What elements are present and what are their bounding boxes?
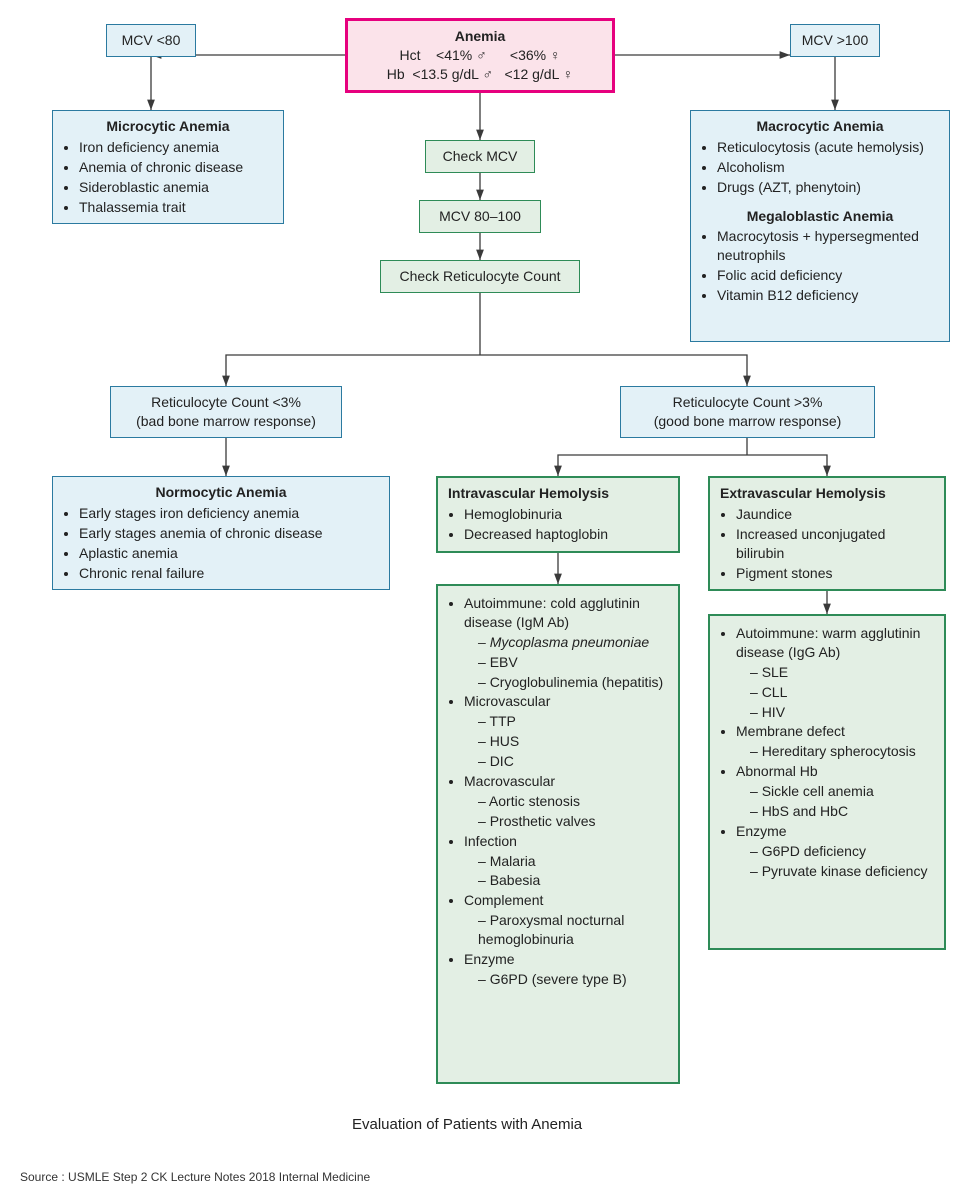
mcv-high-label: MCV >100 [802, 32, 869, 48]
retic-low-line2: (bad bone marrow response) [121, 412, 331, 431]
list-item: CLL [750, 683, 934, 702]
list-item: Iron deficiency anemia [79, 138, 273, 157]
list-item: Pigment stones [736, 564, 934, 583]
anemia-line1: Hct <41% ♂ <36% ♀ [358, 46, 602, 65]
extra-detail-list: Autoimmune: warm agglutinin disease (IgG… [720, 624, 934, 881]
megalo-list: Macrocytosis + hypersegmented neutrophil… [701, 227, 939, 305]
list-item: Chronic renal failure [79, 564, 379, 583]
list-item: Decreased haptoglobin [464, 525, 668, 544]
node-normocytic: Normocytic Anemia Early stages iron defi… [52, 476, 390, 590]
edge [558, 455, 747, 476]
normo-title: Normocytic Anemia [63, 483, 379, 502]
retic-high-line2: (good bone marrow response) [631, 412, 864, 431]
list-item: Folic acid deficiency [717, 266, 939, 285]
node-mcv-mid: MCV 80–100 [419, 200, 541, 233]
list-item: Hereditary spherocytosis [750, 742, 934, 761]
list-item: HUS [478, 732, 668, 751]
check-retic-label: Check Reticulocyte Count [399, 268, 560, 284]
extra-list: JaundiceIncreased unconjugated bilirubin… [720, 505, 934, 583]
macro-list: Reticulocytosis (acute hemolysis)Alcohol… [701, 138, 939, 197]
node-anemia: Anemia Hct <41% ♂ <36% ♀ Hb <13.5 g/dL ♂… [345, 18, 615, 93]
list-item: DIC [478, 752, 668, 771]
node-intravascular: Intravascular Hemolysis HemoglobinuriaDe… [436, 476, 680, 553]
source-text: Source : USMLE Step 2 CK Lecture Notes 2… [20, 1170, 370, 1184]
extra-title: Extravascular Hemolysis [720, 484, 934, 503]
edge [226, 355, 480, 386]
intra-list: HemoglobinuriaDecreased haptoglobin [448, 505, 668, 544]
list-item: Babesia [478, 871, 668, 890]
list-item: G6PD deficiency [750, 842, 934, 861]
list-item: SLE [750, 663, 934, 682]
edge [480, 355, 747, 386]
list-item: Macrocytosis + hypersegmented neutrophil… [717, 227, 939, 265]
micro-list: Iron deficiency anemiaAnemia of chronic … [63, 138, 273, 217]
list-item: Sickle cell anemia [750, 782, 934, 801]
node-retic-high: Reticulocyte Count >3% (good bone marrow… [620, 386, 875, 438]
retic-low-line1: Reticulocyte Count <3% [121, 393, 331, 412]
check-mcv-label: Check MCV [443, 148, 518, 164]
list-item: Thalassemia trait [79, 198, 273, 217]
node-extra-detail: Autoimmune: warm agglutinin disease (IgG… [708, 614, 946, 950]
node-extravascular: Extravascular Hemolysis JaundiceIncrease… [708, 476, 946, 591]
list-item: Hemoglobinuria [464, 505, 668, 524]
anemia-title: Anemia [358, 27, 602, 46]
node-mcv-high: MCV >100 [790, 24, 880, 57]
node-microcytic: Microcytic Anemia Iron deficiency anemia… [52, 110, 284, 224]
list-item: Early stages iron deficiency anemia [79, 504, 379, 523]
anemia-line2: Hb <13.5 g/dL ♂ <12 g/dL ♀ [358, 65, 602, 84]
list-item: Increased unconjugated bilirubin [736, 525, 934, 563]
list-item: Aplastic anemia [79, 544, 379, 563]
micro-title: Microcytic Anemia [63, 117, 273, 136]
list-item: Pyruvate kinase deficiency [750, 862, 934, 881]
list-item: Anemia of chronic disease [79, 158, 273, 177]
figure-caption: Evaluation of Patients with Anemia [352, 1116, 582, 1133]
list-item: Early stages anemia of chronic disease [79, 524, 379, 543]
list-item: Prosthetic valves [478, 812, 668, 831]
intra-title: Intravascular Hemolysis [448, 484, 668, 503]
list-item: Jaundice [736, 505, 934, 524]
list-item: Sideroblastic anemia [79, 178, 273, 197]
edge [747, 455, 827, 476]
retic-high-line1: Reticulocyte Count >3% [631, 393, 864, 412]
list-item: HbS and HbC [750, 802, 934, 821]
list-item: Drugs (AZT, phenytoin) [717, 178, 939, 197]
macro-title: Macrocytic Anemia [701, 117, 939, 136]
node-check-retic: Check Reticulocyte Count [380, 260, 580, 293]
node-retic-low: Reticulocyte Count <3% (bad bone marrow … [110, 386, 342, 438]
mcv-mid-label: MCV 80–100 [439, 208, 521, 224]
node-intra-detail: Autoimmune: cold agglutinin disease (IgM… [436, 584, 680, 1084]
list-item: Reticulocytosis (acute hemolysis) [717, 138, 939, 157]
intra-detail-list: Autoimmune: cold agglutinin disease (IgM… [448, 594, 668, 989]
list-item: Aortic stenosis [478, 792, 668, 811]
list-item: HIV [750, 703, 934, 722]
normo-list: Early stages iron deficiency anemiaEarly… [63, 504, 379, 583]
megalo-title: Megaloblastic Anemia [701, 207, 939, 226]
list-item: Paroxysmal nocturnal hemoglobinuria [478, 911, 668, 949]
node-mcv-low: MCV <80 [106, 24, 196, 57]
list-item: Vitamin B12 deficiency [717, 286, 939, 305]
mcv-low-label: MCV <80 [122, 32, 181, 48]
node-check-mcv: Check MCV [425, 140, 535, 173]
list-item: G6PD (severe type B) [478, 970, 668, 989]
list-item: Alcoholism [717, 158, 939, 177]
list-item: Malaria [478, 852, 668, 871]
node-macrocytic: Macrocytic Anemia Reticulocytosis (acute… [690, 110, 950, 342]
list-item: TTP [478, 712, 668, 731]
